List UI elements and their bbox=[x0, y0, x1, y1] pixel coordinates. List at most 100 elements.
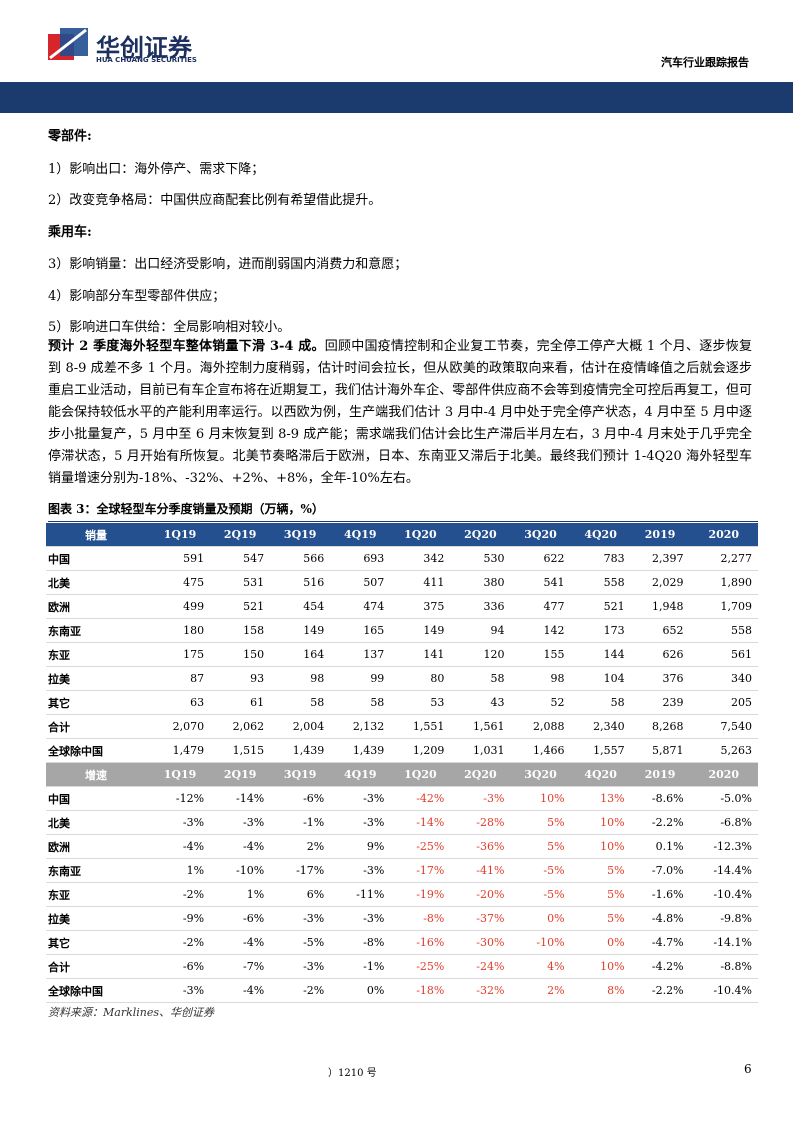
table-cell: 0% bbox=[570, 930, 631, 955]
table-cell: -4.2% bbox=[630, 954, 690, 979]
table-cell: 2Q19 bbox=[210, 762, 271, 787]
table-cell: 93 bbox=[210, 666, 271, 691]
table-cell: -14.1% bbox=[689, 930, 758, 955]
company-name: 华创证券 bbox=[96, 34, 192, 62]
table-cell: 1Q19 bbox=[150, 523, 211, 547]
page-number: 6 bbox=[744, 1062, 752, 1076]
table-cell: 2,070 bbox=[150, 714, 211, 739]
table-cell: 1,948 bbox=[630, 594, 690, 619]
table-cell: 474 bbox=[330, 594, 391, 619]
table-cell: 652 bbox=[630, 618, 690, 643]
list-item: 5）影响进口车供给：全局影响相对较小。 bbox=[48, 320, 291, 335]
table-row: 全球除中国 1,479 1,515 1,439 1,439 1,209 1,031 1,466… bbox=[46, 738, 758, 763]
table-cell: 499 bbox=[150, 594, 211, 619]
section-heading: 零部件: bbox=[48, 129, 92, 144]
table-cell: 158 bbox=[210, 618, 271, 643]
table-cell: -10% bbox=[510, 930, 571, 955]
table-cell: 2019 bbox=[630, 762, 690, 787]
table-cell: 80 bbox=[390, 666, 451, 691]
table-row: 拉美 -9% -6% -3% -3% -8% -37% 0% 5% -4.8% -9.8% bbox=[46, 906, 758, 931]
table-cell: 0.1% bbox=[630, 834, 690, 859]
table-cell: 0% bbox=[510, 906, 571, 931]
footer-note: ）1210 号 bbox=[328, 1068, 377, 1079]
table-cell: -6% bbox=[270, 786, 331, 811]
row-label: 欧洲 bbox=[46, 834, 150, 859]
table-cell: 58 bbox=[330, 690, 391, 715]
table-cell: -41% bbox=[450, 858, 511, 883]
table-cell: -2.2% bbox=[630, 978, 690, 1003]
row-label: 东亚 bbox=[46, 642, 150, 667]
table-cell: 5% bbox=[570, 882, 631, 907]
row-label: 东亚 bbox=[46, 882, 150, 907]
table-cell: -5.0% bbox=[689, 786, 758, 811]
table-cell: 1Q20 bbox=[390, 523, 451, 547]
table-cell: -7% bbox=[210, 954, 271, 979]
table-cell: 165 bbox=[330, 618, 391, 643]
table-cell: -18% bbox=[390, 978, 451, 1003]
paragraph-body: 回顾中国疫情控制和企业复工节奏，完全停工停产大概 1 个月、逐步恢复到 8-9 … bbox=[48, 339, 752, 486]
table-cell: 3Q20 bbox=[510, 523, 571, 547]
table-cell: 1,439 bbox=[330, 738, 391, 763]
table-cell: -3% bbox=[450, 786, 511, 811]
table-cell: 2,004 bbox=[270, 714, 331, 739]
table-cell: 477 bbox=[510, 594, 571, 619]
table-cell: 622 bbox=[510, 546, 571, 571]
table-cell: 1,209 bbox=[390, 738, 451, 763]
paragraph-lead: 预计 2 季度海外轻型车整体销量下滑 3-4 成。 bbox=[48, 339, 325, 354]
table-cell: -3% bbox=[330, 858, 391, 883]
table-row: 中国 -12% -14% -6% -3% -42% -3% 10% 13% -8.6% -5.0% bbox=[46, 786, 758, 811]
table-cell: -37% bbox=[450, 906, 511, 931]
table-cell: -14% bbox=[210, 786, 271, 811]
table-cell: 521 bbox=[570, 594, 631, 619]
table-cell: 1,515 bbox=[210, 738, 271, 763]
table-cell: 1,466 bbox=[510, 738, 571, 763]
table-cell: 1,031 bbox=[450, 738, 511, 763]
table-cell: -2% bbox=[150, 882, 211, 907]
row-label: 东南亚 bbox=[46, 618, 150, 643]
table-cell: 626 bbox=[630, 642, 690, 667]
table-cell: -4% bbox=[210, 978, 271, 1003]
table-cell: 336 bbox=[450, 594, 511, 619]
table-cell: 58 bbox=[570, 690, 631, 715]
table-cell: 1% bbox=[210, 882, 271, 907]
table-cell: 5% bbox=[570, 906, 631, 931]
table-cell: 561 bbox=[689, 642, 758, 667]
table-cell: 3Q19 bbox=[270, 762, 331, 787]
table-cell: -9.8% bbox=[689, 906, 758, 931]
table-cell: 547 bbox=[210, 546, 271, 571]
table-cell: 591 bbox=[150, 546, 211, 571]
table-cell: 380 bbox=[450, 570, 511, 595]
table-cell: 99 bbox=[330, 666, 391, 691]
table-cell: 10% bbox=[570, 810, 631, 835]
row-label: 中国 bbox=[46, 546, 150, 571]
table-cell: -20% bbox=[450, 882, 511, 907]
table-row: 中国 591 547 566 693 342 530 622 783 2,397 2,277 bbox=[46, 546, 758, 571]
table-cell: 2,132 bbox=[330, 714, 391, 739]
table-cell: -9% bbox=[150, 906, 211, 931]
table-cell: -3% bbox=[330, 810, 391, 835]
table-cell: 9% bbox=[330, 834, 391, 859]
table-row: 销量 1Q19 2Q19 3Q19 4Q19 1Q20 2Q20 3Q20 4Q20 2019 20… bbox=[46, 523, 758, 547]
table-cell: 2020 bbox=[689, 762, 758, 787]
row-label: 拉美 bbox=[46, 666, 150, 691]
table-row: 东南亚 1% -10% -17% -3% -17% -41% -5% 5% -7.0% -14.4% bbox=[46, 858, 758, 883]
table-row: 北美 475 531 516 507 411 380 541 558 2,029 1,890 bbox=[46, 570, 758, 595]
table-cell: 2% bbox=[510, 978, 571, 1003]
table-cell: 164 bbox=[270, 642, 331, 667]
table-cell: 342 bbox=[390, 546, 451, 571]
table-cell: 2,340 bbox=[570, 714, 631, 739]
table-cell: 8% bbox=[570, 978, 631, 1003]
table-cell: -10% bbox=[210, 858, 271, 883]
source-note: 资料来源：Marklines、华创证券 bbox=[48, 1006, 215, 1019]
table-cell: -8.8% bbox=[689, 954, 758, 979]
table-cell: 2% bbox=[270, 834, 331, 859]
table-cell: 5% bbox=[510, 834, 571, 859]
table-cell: 4Q20 bbox=[570, 523, 631, 547]
table-cell: 2,062 bbox=[210, 714, 271, 739]
table-cell: 558 bbox=[570, 570, 631, 595]
table-cell: 175 bbox=[150, 642, 211, 667]
table-cell: 173 bbox=[570, 618, 631, 643]
table-cell: 4Q20 bbox=[570, 762, 631, 787]
list-item: 4）影响部分车型零部件供应； bbox=[48, 289, 226, 304]
table-row: 北美 -3% -3% -1% -3% -14% -28% 5% 10% -2.2% -6.8% bbox=[46, 810, 758, 835]
